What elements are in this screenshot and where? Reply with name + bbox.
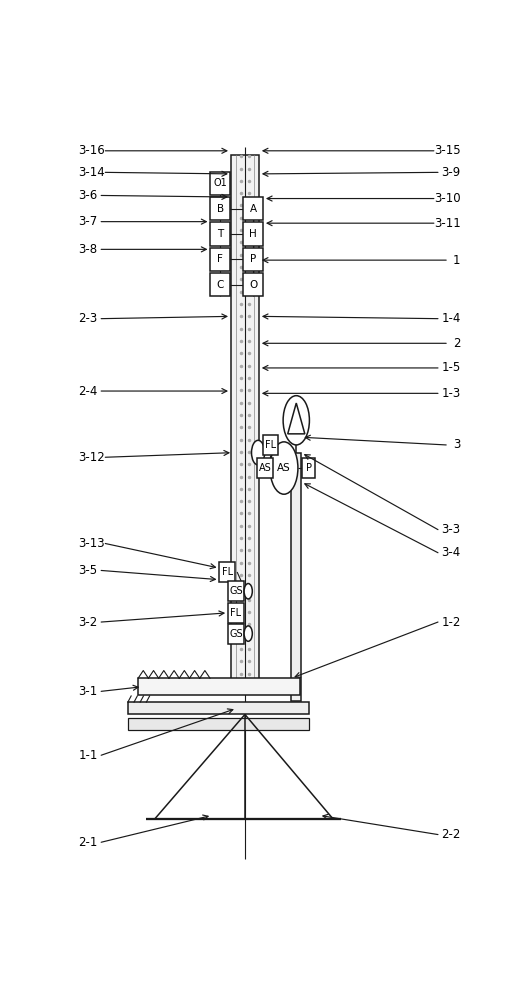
Bar <box>210 222 230 246</box>
Polygon shape <box>288 403 305 434</box>
Text: 3-10: 3-10 <box>434 192 461 205</box>
Text: FL: FL <box>222 567 233 577</box>
Text: 3-15: 3-15 <box>434 144 461 157</box>
Bar <box>292 453 301 701</box>
Bar <box>228 603 244 623</box>
Text: 1: 1 <box>453 254 461 267</box>
Bar <box>210 172 230 195</box>
Bar <box>138 678 301 695</box>
Text: 1-4: 1-4 <box>441 312 461 325</box>
Circle shape <box>270 442 298 494</box>
Text: 1-3: 1-3 <box>441 387 461 400</box>
Bar <box>210 197 230 220</box>
Text: 1-1: 1-1 <box>78 749 98 762</box>
Text: H: H <box>249 229 257 239</box>
Text: FL: FL <box>231 608 242 618</box>
Text: GS: GS <box>229 629 243 639</box>
Circle shape <box>283 396 310 445</box>
Text: AS: AS <box>259 463 271 473</box>
Bar <box>262 435 278 455</box>
Text: F: F <box>217 254 223 264</box>
Bar <box>228 624 244 644</box>
Text: 2: 2 <box>453 337 461 350</box>
Bar <box>231 155 259 690</box>
Bar <box>303 458 315 478</box>
Text: 3-2: 3-2 <box>78 616 98 629</box>
Text: 1-5: 1-5 <box>441 361 461 374</box>
Text: 3-9: 3-9 <box>441 166 461 179</box>
Text: 2-3: 2-3 <box>78 312 98 325</box>
Bar <box>257 458 273 478</box>
Bar <box>128 718 308 730</box>
Bar <box>210 248 230 271</box>
Text: 3-12: 3-12 <box>78 451 105 464</box>
Text: 2-1: 2-1 <box>78 836 98 849</box>
Text: B: B <box>217 204 224 214</box>
Text: 3-4: 3-4 <box>441 546 461 559</box>
Bar <box>128 702 308 714</box>
Text: P: P <box>306 463 312 473</box>
Text: GS: GS <box>229 586 243 596</box>
Text: 3-7: 3-7 <box>78 215 98 228</box>
Bar <box>243 273 263 296</box>
Text: 3-13: 3-13 <box>78 537 105 550</box>
Text: O: O <box>249 280 257 290</box>
Text: 3-8: 3-8 <box>78 243 98 256</box>
Bar <box>243 197 263 220</box>
Text: T: T <box>217 229 224 239</box>
Text: 1-2: 1-2 <box>441 616 461 629</box>
Text: O1: O1 <box>214 178 227 188</box>
Text: 3-5: 3-5 <box>78 564 98 577</box>
Circle shape <box>252 440 264 465</box>
Text: 3-16: 3-16 <box>78 144 105 157</box>
Text: P: P <box>250 254 257 264</box>
Text: FL: FL <box>265 440 276 450</box>
Text: 3-11: 3-11 <box>434 217 461 230</box>
Bar <box>243 248 263 271</box>
Bar <box>228 581 244 601</box>
Text: 3: 3 <box>453 438 461 451</box>
Text: 2-2: 2-2 <box>441 828 461 841</box>
Text: 2-4: 2-4 <box>78 385 98 398</box>
Text: 3-3: 3-3 <box>441 523 461 536</box>
Text: 3-14: 3-14 <box>78 166 105 179</box>
Circle shape <box>244 626 252 641</box>
Text: AS: AS <box>277 463 291 473</box>
Bar <box>210 273 230 296</box>
Text: A: A <box>250 204 257 214</box>
Circle shape <box>244 584 252 599</box>
Bar <box>243 222 263 246</box>
Bar <box>219 562 235 582</box>
Text: C: C <box>217 280 224 290</box>
Text: 3-6: 3-6 <box>78 189 98 202</box>
Text: 3-1: 3-1 <box>78 685 98 698</box>
